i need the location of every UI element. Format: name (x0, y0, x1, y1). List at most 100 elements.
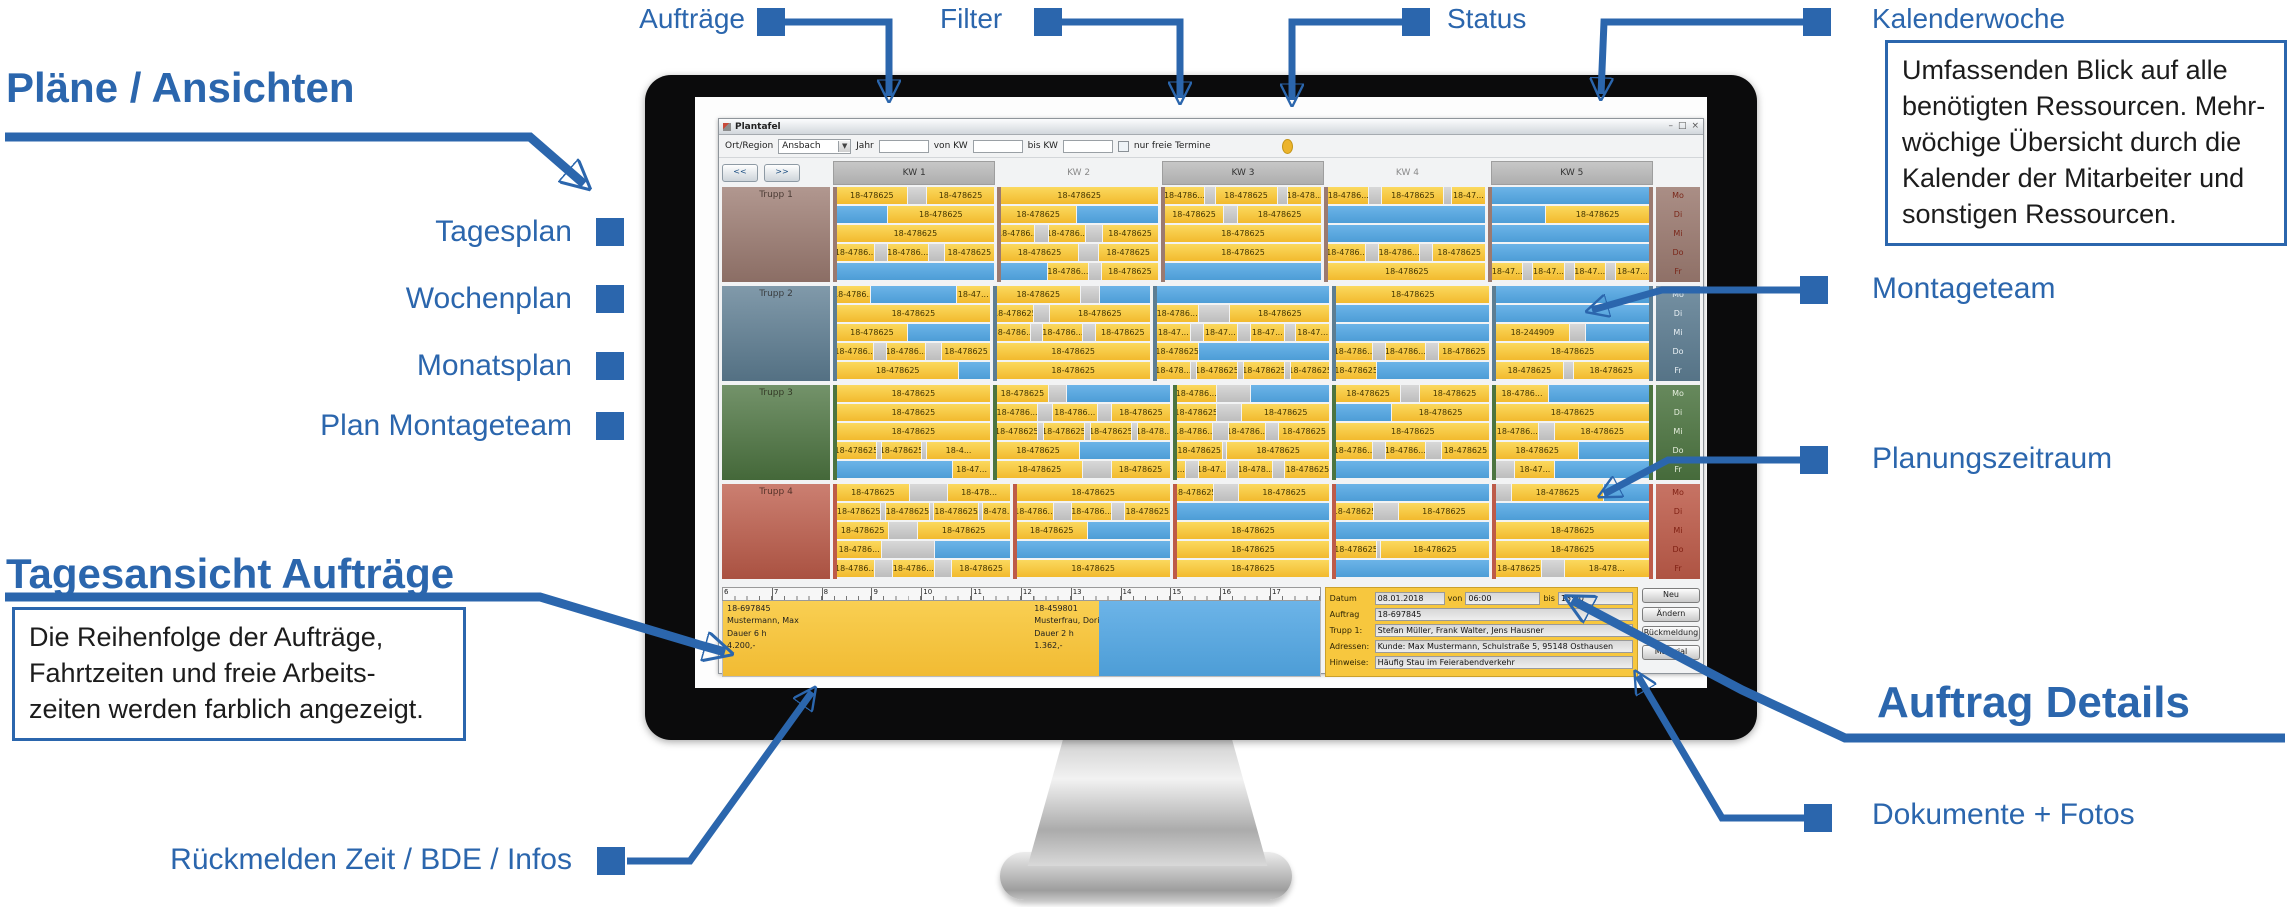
schedule-bar-job[interactable]: 18-478625 (1016, 484, 1170, 501)
schedule-bar-job[interactable]: 18-478625 (1102, 263, 1158, 280)
schedule-bar-job[interactable]: 18-478625 (837, 324, 907, 341)
schedule-bar-job[interactable]: 18-4786... (1047, 263, 1088, 280)
schedule-bar-free[interactable] (959, 362, 990, 379)
schedule-bar-job[interactable]: 18-4786... (1164, 187, 1205, 204)
schedule-bar-free[interactable] (1492, 244, 1649, 261)
schedule-bar-job[interactable]: 18-478625 (1496, 404, 1649, 421)
schedule-bar-job[interactable]: 18-4... (927, 442, 990, 459)
schedule-bar-job[interactable]: 18-478625 (1000, 244, 1079, 261)
schedule-bar-job[interactable]: 18-478625 (882, 442, 921, 459)
schedule-bar-job[interactable]: 18-478625 (1380, 541, 1490, 558)
schedule-bar-job[interactable]: 18-478625 (996, 286, 1080, 303)
schedule-bar-job[interactable]: 18-47... (1615, 263, 1649, 280)
schedule-bar-job[interactable]: 18-478625 (934, 503, 978, 520)
schedule-bar-job[interactable]: 18-478625 (1238, 484, 1330, 501)
schedule-bar-job[interactable]: 18-478625 (1392, 404, 1490, 421)
schedule-bar-job[interactable]: 18-478625 (1111, 461, 1170, 478)
schedule-bar-job[interactable]: 18-478625 (887, 206, 994, 223)
schedule-bar-job[interactable]: 18-4786... (1229, 423, 1265, 440)
schedule-bar-free[interactable] (1492, 187, 1649, 204)
schedule-bar-job[interactable]: 18-4786... (837, 244, 874, 261)
schedule-bar-job[interactable]: 18-478625 (952, 560, 1010, 577)
schedule-bar-job[interactable]: 18-47... (956, 286, 990, 303)
schedule-bar-job[interactable]: 18-4786... (1176, 423, 1213, 440)
schedule-bar-free[interactable] (1336, 484, 1490, 501)
schedule-bar-job[interactable]: 18-478625 (1164, 225, 1322, 242)
schedule-bar-job[interactable]: 18-478625 (885, 503, 930, 520)
schedule-bar-free[interactable] (1156, 286, 1330, 303)
schedule-bar-job[interactable]: 18-4786... (996, 404, 1038, 421)
schedule-bar-job[interactable]: 18-478625 (837, 385, 990, 402)
schedule-bar-job[interactable]: 18-4786... (837, 560, 875, 577)
schedule-bar-free[interactable] (1376, 362, 1490, 379)
day-order-block[interactable]: 18-697845 Mustermann, Max Dauer 6 h 4.200,- (723, 601, 1031, 676)
schedule-bar-job[interactable]: 18-478625 (1546, 206, 1649, 223)
schedule-bar-job[interactable]: 18-4786... (1000, 225, 1035, 242)
schedule-bar-job[interactable]: 18-478625 (1336, 286, 1490, 303)
schedule-bar-job[interactable]: 18-478625 (1176, 560, 1330, 577)
schedule-bar-job[interactable]: 18-478... (1137, 423, 1170, 440)
schedule-bar-free[interactable] (1164, 263, 1322, 280)
schedule-bar-job[interactable]: 18-478625 (1573, 362, 1649, 379)
schedule-bar-job[interactable]: 18-478625 (1176, 442, 1222, 459)
schedule-bar-free[interactable] (1328, 206, 1486, 223)
schedule-bar-job[interactable]: 18-47... (1451, 187, 1486, 204)
schedule-bar-job[interactable]: 18-478625 (1164, 206, 1224, 223)
schedule-bar-job[interactable]: 18-47... (1156, 324, 1190, 341)
schedule-bar-free[interactable] (1000, 263, 1047, 280)
schedule-bar-job[interactable]: 18-4786... (837, 286, 871, 303)
detail-field[interactable]: 06:00 (1465, 592, 1541, 605)
schedule-bar-job[interactable]: 18-478625 (996, 461, 1083, 478)
schedule-bar-job[interactable]: 18-478... (1564, 560, 1649, 577)
schedule-bar-job[interactable]: 18-478625 (1382, 187, 1444, 204)
schedule-bar-job[interactable]: 18-478625 (837, 503, 881, 520)
schedule-bar-job[interactable]: 18-478... (983, 503, 1010, 520)
schedule-bar-job[interactable]: 18-4786... (893, 560, 934, 577)
detail-field[interactable]: 18-697845 (1374, 608, 1633, 621)
schedule-bar-free[interactable] (1496, 503, 1649, 520)
schedule-bar-job[interactable]: 18-478625 (1441, 442, 1490, 459)
schedule-bar-free[interactable] (837, 263, 994, 280)
next-week-button[interactable]: >> (764, 164, 800, 182)
schedule-bar-job[interactable]: 18-478625 (1285, 461, 1330, 478)
schedule-bar-job[interactable]: 18-47... (1250, 324, 1285, 341)
schedule-bar-job[interactable]: 18-478625 (837, 423, 990, 440)
schedule-bar-job[interactable]: 18-4786... (1336, 442, 1373, 459)
week-header[interactable]: KW 4 (1395, 168, 1419, 178)
schedule-bar-job[interactable]: 18-478625 (1176, 541, 1330, 558)
schedule-bar-free[interactable] (1336, 522, 1490, 539)
schedule-bar-job[interactable]: 18-478625 (1512, 484, 1603, 501)
schedule-bar-job[interactable]: 18-478625 (1496, 522, 1649, 539)
schedule-bar-job[interactable]: 18-478625 (1336, 385, 1400, 402)
schedule-bar-free[interactable] (1198, 343, 1330, 360)
schedule-bar-job[interactable]: 18-4786... (1043, 324, 1083, 341)
schedule-bar-free[interactable] (1016, 541, 1170, 558)
schedule-bar-free[interactable] (1496, 286, 1649, 303)
schedule-bar-free[interactable] (1076, 206, 1158, 223)
schedule-bar-free[interactable] (1603, 484, 1649, 501)
schedule-bar-job[interactable]: 18-478625 (837, 522, 889, 539)
schedule-bar-job[interactable]: 18-47... (1492, 263, 1523, 280)
schedule-bar-job[interactable]: 18-478625 (942, 343, 990, 360)
schedule-bar-job[interactable]: 18-478625 (1336, 362, 1376, 379)
team-label[interactable]: Trupp 3 (722, 385, 830, 480)
team-label[interactable]: Trupp 4 (722, 484, 830, 579)
schedule-bar-free[interactable] (1176, 503, 1330, 520)
schedule-bar-job[interactable]: 18-478625 (1496, 560, 1542, 577)
schedule-bar-job[interactable]: 18-478625 (1555, 423, 1649, 440)
schedule-bar-job[interactable]: 18-4786... (1176, 385, 1216, 402)
schedule-bar-job[interactable]: 18-478625 (996, 423, 1037, 440)
day-order-block[interactable]: 18-459801 Musterfrau, Doris Dauer 2 h 1.362… (1030, 601, 1099, 676)
schedule-bar-job[interactable]: 18-478625 (1291, 362, 1330, 379)
schedule-bar-free[interactable] (1336, 305, 1490, 322)
team-label[interactable]: Trupp 2 (722, 286, 830, 381)
schedule-bar-job[interactable]: 18-4786... (1072, 503, 1112, 520)
schedule-bar-job[interactable]: 18-4786... (996, 324, 1030, 341)
schedule-bar-job[interactable]: 18-4786... (837, 541, 882, 558)
schedule-bar-job[interactable]: 18-478625 (1241, 404, 1330, 421)
schedule-bar-job[interactable]: 18-478625 (917, 522, 1010, 539)
schedule-bar-free[interactable] (1250, 385, 1330, 402)
schedule-bar-job[interactable]: 18-4786... (1016, 503, 1053, 520)
week-header[interactable]: KW 5 (1490, 161, 1654, 185)
schedule-bar-job[interactable]: 18-478625 (1496, 442, 1579, 459)
